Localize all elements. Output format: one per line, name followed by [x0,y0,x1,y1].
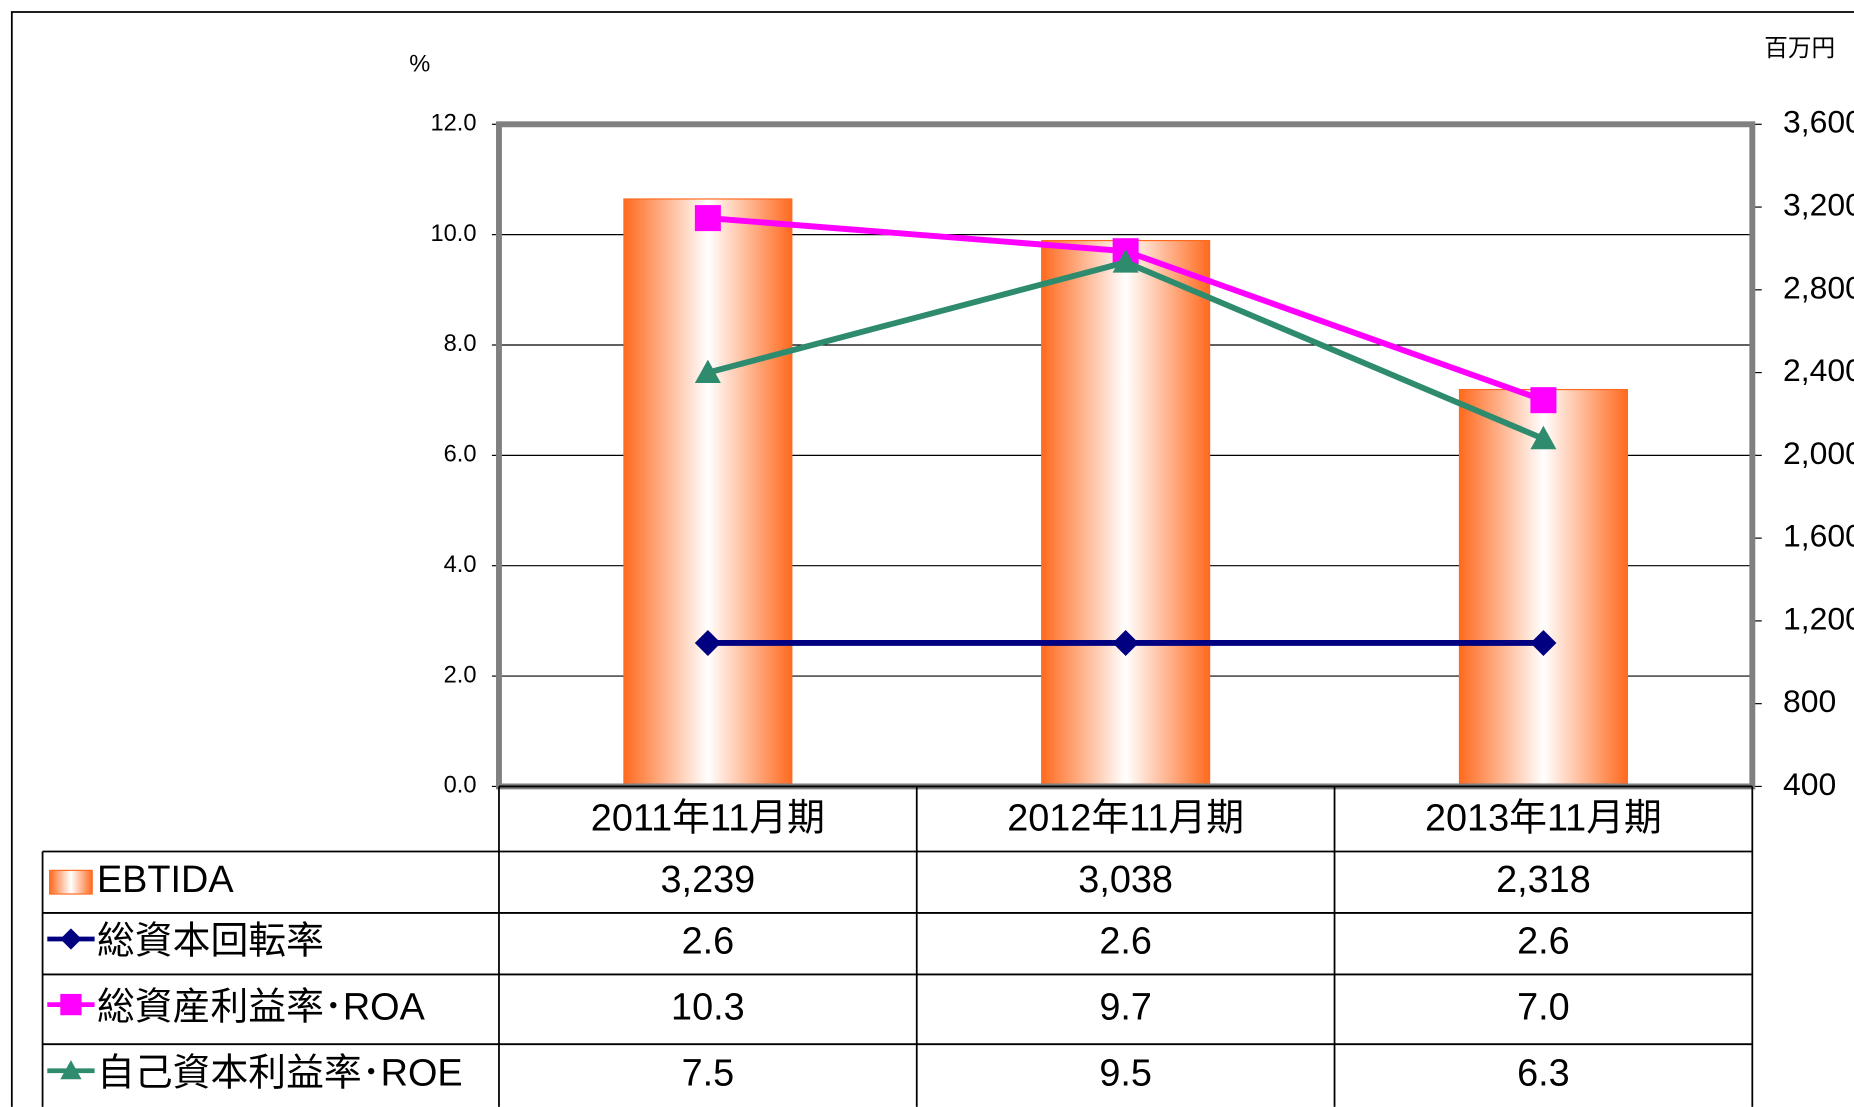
x-tick-label: 2012年11月期 [1007,798,1244,840]
y-tick-label: 6.0 [444,442,477,468]
table-value: 2.6 [682,921,735,963]
y2-axis-unit: 百万円 [1764,36,1835,62]
bar [1041,239,1211,788]
table-value: 7.5 [682,1053,735,1095]
frame [10,11,1854,1107]
legend-label: 自己資本利益率･ROE [97,1053,463,1095]
y2-tick-label: 1,600 [1783,518,1854,554]
y-tick-label: 2.0 [444,662,477,688]
legend-label: 総資産利益率･ROA [97,986,426,1028]
y2-tick-label: 2,400 [1783,352,1854,388]
y2-tick-label: 400 [1783,766,1836,802]
table-value: 9.7 [1099,986,1152,1028]
marker [694,359,721,383]
y-tick-label: 0.0 [444,773,477,799]
y2-tick-label: 2,000 [1783,435,1854,471]
y-tick-label: 4.0 [444,552,477,578]
table-value: 2.6 [1517,921,1570,963]
marker [1530,425,1557,450]
marker [694,205,721,232]
x-tick-label: 2013年11月期 [1425,798,1662,840]
y2-tick-label: 3,200 [1783,186,1854,222]
y2-tick-label: 2,800 [1783,269,1854,305]
table-value: 3,239 [661,859,756,901]
y-axis-unit: % [409,51,430,77]
y2-tick-label: 3,600 [1783,104,1854,140]
marker [1530,387,1557,414]
table-value: 7.0 [1517,986,1570,1028]
table-value: 3,038 [1078,859,1173,901]
table-value: 2,318 [1496,859,1591,901]
legend-key [49,869,93,895]
y2-tick-label: 800 [1783,683,1836,719]
legend-label: 総資本回転率 [97,921,324,963]
table-value: 10.3 [671,986,745,1028]
marker [60,993,82,1016]
table-value: 6.3 [1517,1053,1570,1095]
bar [1458,388,1628,788]
bar [623,198,793,788]
y-tick-label: 12.0 [431,111,477,137]
table-value: 9.5 [1099,1053,1152,1095]
marker [1112,249,1139,273]
marker [60,928,82,950]
y-tick-label: 8.0 [444,331,477,357]
legend-label: EBTIDA [97,859,234,901]
marker [60,1060,82,1080]
y2-tick-label: 1,200 [1783,600,1854,636]
x-tick-label: 2011年11月期 [591,798,825,840]
table-value: 2.6 [1099,921,1152,963]
y-tick-label: 10.0 [431,221,477,247]
